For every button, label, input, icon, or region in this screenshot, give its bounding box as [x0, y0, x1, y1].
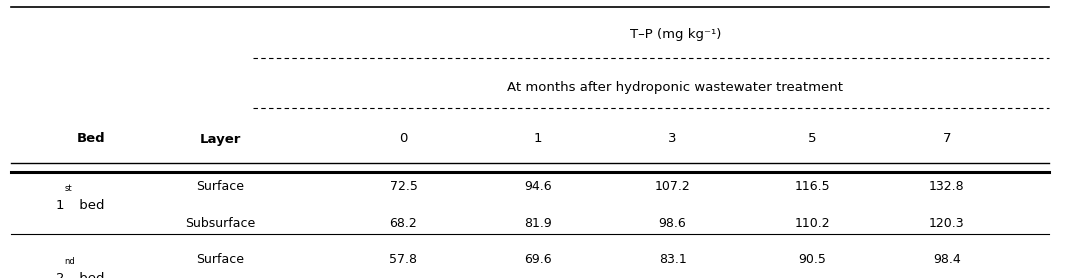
Text: 90.5: 90.5	[798, 254, 826, 266]
Text: 132.8: 132.8	[929, 180, 965, 193]
Text: Surface: Surface	[197, 254, 244, 266]
Text: bed: bed	[75, 272, 104, 278]
Text: Subsurface: Subsurface	[185, 217, 256, 230]
Text: At months after hydroponic wastewater treatment: At months after hydroponic wastewater tr…	[507, 81, 844, 94]
Text: 0: 0	[399, 133, 408, 145]
Text: 107.2: 107.2	[654, 180, 691, 193]
Text: 72.5: 72.5	[390, 180, 417, 193]
Text: st: st	[65, 184, 72, 193]
Text: 68.2: 68.2	[390, 217, 417, 230]
Text: 7: 7	[943, 133, 951, 145]
Text: 83.1: 83.1	[659, 254, 686, 266]
Text: 81.9: 81.9	[524, 217, 552, 230]
Text: Layer: Layer	[200, 133, 241, 145]
Text: 3: 3	[668, 133, 677, 145]
Text: 94.6: 94.6	[524, 180, 552, 193]
Text: 98.6: 98.6	[659, 217, 686, 230]
Text: Bed: Bed	[77, 133, 105, 145]
Text: 2: 2	[56, 272, 65, 278]
Text: 120.3: 120.3	[929, 217, 965, 230]
Text: 57.8: 57.8	[390, 254, 417, 266]
Text: 110.2: 110.2	[794, 217, 831, 230]
Text: bed: bed	[75, 198, 104, 212]
Text: 5: 5	[808, 133, 817, 145]
Text: T–P (mg kg⁻¹): T–P (mg kg⁻¹)	[629, 28, 721, 41]
Text: 98.4: 98.4	[933, 254, 961, 266]
Text: nd: nd	[65, 257, 75, 266]
Text: 1: 1	[56, 198, 65, 212]
Text: 116.5: 116.5	[794, 180, 831, 193]
Text: Surface: Surface	[197, 180, 244, 193]
Text: 1: 1	[534, 133, 542, 145]
Text: 69.6: 69.6	[524, 254, 552, 266]
